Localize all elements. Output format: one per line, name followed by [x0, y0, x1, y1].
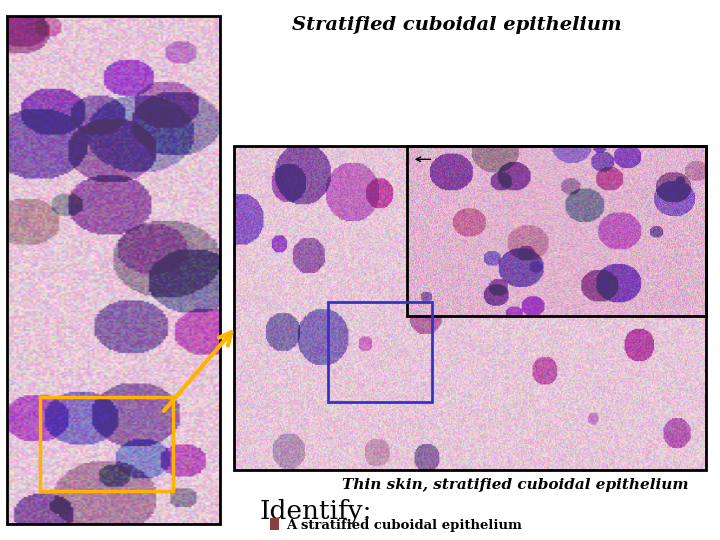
Bar [234, 146, 706, 470]
Text: Stratified cuboidal epithelium: Stratified cuboidal epithelium [292, 16, 622, 34]
Bar [407, 146, 706, 316]
Text: Thin skin, stratified cuboidal epithelium: Thin skin, stratified cuboidal epitheliu… [342, 478, 688, 492]
Bar [7, 16, 220, 524]
Bar [328, 302, 432, 402]
Bar [270, 518, 279, 530]
Text: Identify:: Identify: [259, 500, 372, 524]
Text: A stratified cuboidal epithelium: A stratified cuboidal epithelium [287, 519, 523, 532]
Bar [40, 397, 173, 491]
